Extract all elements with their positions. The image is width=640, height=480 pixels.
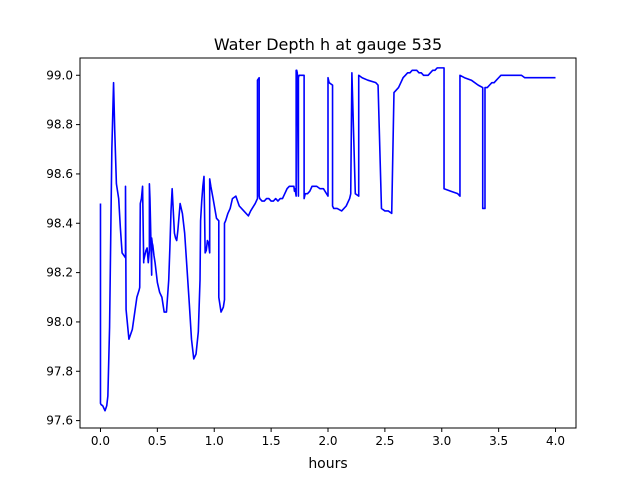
x-tick-label: 1.0 (205, 434, 224, 448)
x-tick-label: 2.5 (375, 434, 394, 448)
x-axis-label: hours (308, 456, 347, 472)
y-tick-label: 98.0 (46, 315, 73, 329)
x-tick-label: 0.0 (91, 434, 110, 448)
y-axis-ticks: 97.6 97.8 98.0 98.2 98.4 98.6 98.8 99.0 (46, 68, 80, 428)
x-tick-label: 3.0 (432, 434, 451, 448)
x-tick-label: 3.5 (489, 434, 508, 448)
y-tick-label: 97.6 (46, 414, 73, 428)
series-line-0 (99, 67, 556, 412)
x-tick-label: 1.5 (262, 434, 281, 448)
y-tick-label: 99.0 (46, 68, 73, 82)
plot-marks (99, 67, 556, 412)
x-tick-label: 0.5 (148, 434, 167, 448)
x-tick-label: 4.0 (546, 434, 565, 448)
y-tick-label: 98.2 (46, 266, 73, 280)
y-tick-label: 98.8 (46, 118, 73, 132)
x-axis-ticks: 0.0 0.5 1.0 1.5 2.0 2.5 3.0 3.5 4.0 (91, 428, 565, 448)
x-tick-label: 2.0 (318, 434, 337, 448)
y-tick-label: 97.8 (46, 364, 73, 378)
y-tick-label: 98.4 (46, 216, 73, 230)
chart-title: Water Depth h at gauge 535 (214, 35, 442, 54)
y-tick-label: 98.6 (46, 167, 73, 181)
